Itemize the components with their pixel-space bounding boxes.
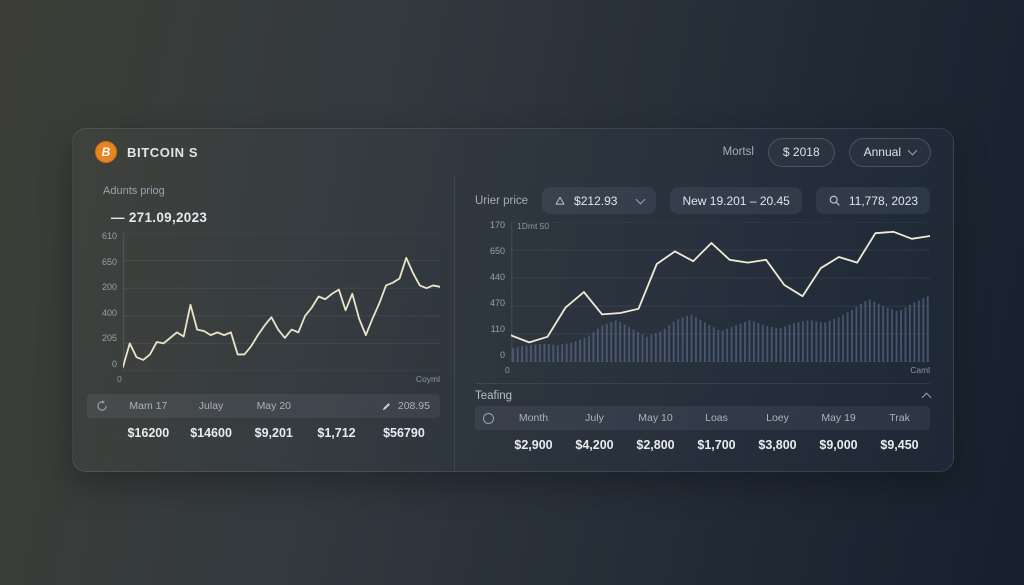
gridlines — [123, 233, 440, 371]
x-end-label: Coyml — [415, 374, 440, 384]
x-start-label: 0 — [117, 374, 122, 384]
period-label: Mortsl — [722, 146, 754, 158]
y-tick-label: 205 — [101, 333, 117, 344]
left-table: Mam 17 Julay May 20 208.95 $16200 $14600 — [87, 394, 440, 448]
bitcoin-dashboard-card: B BITCOIN S Mortsl $ 2018 Annual Adunts … — [72, 128, 954, 472]
range-value: New 19.201 – 20.45 — [682, 193, 790, 208]
range-chip[interactable]: New 19.201 – 20.45 — [670, 187, 802, 214]
left-panel: Adunts priog — 271.09,2023 610 650 200 4… — [73, 175, 454, 471]
y-tick-label: 650 — [101, 256, 117, 267]
price-line — [511, 232, 930, 343]
right-chart-area: 1Dmt 50 — [511, 221, 930, 362]
y-tick-label: 470 — [489, 298, 505, 308]
left-table-col-header[interactable]: May 20 — [256, 400, 291, 412]
table-value: $1,700 — [697, 438, 736, 452]
card-body: Adunts priog — 271.09,2023 610 650 200 4… — [73, 175, 953, 471]
table-value: $3,800 — [758, 438, 797, 452]
chevron-down-icon — [907, 145, 918, 156]
card-header: B BITCOIN S Mortsl $ 2018 Annual — [73, 129, 953, 175]
right-chart-x-axis: 0 Caml — [505, 365, 930, 375]
table-value: $4,200 — [575, 438, 614, 452]
date-search-chip[interactable]: 11,778, 2023 — [815, 187, 931, 214]
y-tick-label: 200 — [101, 282, 117, 293]
right-table-col-header[interactable]: Loey — [766, 412, 789, 424]
price-line — [123, 258, 440, 367]
right-table-col-header[interactable]: Month — [518, 412, 549, 424]
right-chart-y-axis: 170 650 440 470 110 0 — [475, 220, 511, 362]
left-panel-value: — 271.09,2023 — [111, 210, 208, 225]
right-table-col-header[interactable]: Loas — [705, 412, 728, 424]
volume-bars — [512, 296, 929, 362]
adults-price-line-chart — [123, 233, 440, 371]
left-panel-title: Adunts priog — [103, 185, 165, 197]
y-tick-label: 170 — [489, 220, 505, 230]
x-end-label: Caml — [910, 365, 931, 375]
left-table-edit-value[interactable]: 208.95 — [368, 400, 440, 412]
y-tick-label: 400 — [101, 307, 117, 318]
chevron-down-icon — [635, 194, 646, 204]
right-table-col-header[interactable]: May 10 — [638, 412, 673, 424]
refresh-icon[interactable] — [87, 400, 117, 412]
year-button-label: $ 2018 — [782, 145, 820, 159]
chevron-up-icon — [921, 392, 932, 403]
price-dropdown[interactable]: $212.93 — [542, 187, 657, 214]
bitcoin-icon: B — [95, 141, 117, 163]
search-icon — [829, 195, 840, 206]
year-button[interactable]: $ 2018 — [767, 137, 835, 167]
price-volume-chart — [511, 222, 930, 362]
right-table-col-header[interactable]: Trak — [889, 412, 910, 424]
right-table-col-header[interactable]: July — [585, 412, 604, 424]
table-value: $2,800 — [636, 438, 675, 452]
table-value: $9,450 — [880, 438, 919, 452]
y-tick-label: 0 — [111, 358, 117, 369]
price-value: $212.93 — [574, 193, 618, 208]
pencil-icon — [382, 402, 390, 410]
left-chart-x-axis: 0 Coyml — [117, 374, 440, 384]
table-value: $56790 — [383, 426, 425, 440]
y-tick-label: 0 — [499, 350, 505, 360]
annual-dropdown[interactable]: Annual — [848, 137, 931, 167]
left-table-values: $16200 $14600 $9,201 $1,712 $56790 — [87, 418, 440, 448]
alert-icon — [555, 196, 565, 205]
left-chart-y-axis: 610 650 200 400 205 0 — [87, 231, 123, 371]
left-table-col-header[interactable]: Julay — [198, 400, 224, 412]
right-table: Month July May 10 Loas Loey May 19 Trak … — [475, 406, 931, 460]
table-value: $1,712 — [317, 426, 356, 440]
teafing-label: Teafing — [475, 390, 513, 402]
table-value: $16200 — [127, 426, 170, 440]
header-controls: Mortsl $ 2018 Annual — [722, 137, 931, 167]
left-chart-block: 610 650 200 400 205 0 — [87, 231, 440, 371]
right-table-header: Month July May 10 Loas Loey May 19 Trak — [475, 406, 931, 430]
logo-text: BITCOIN S — [127, 144, 199, 160]
right-table-col-header[interactable]: May 19 — [821, 412, 856, 424]
y-tick-label: 650 — [489, 246, 505, 256]
table-value: $9,201 — [254, 426, 293, 440]
y-tick-label: 610 — [101, 231, 117, 241]
gridlines — [511, 222, 930, 362]
right-panel: Urier price $212.93 New 19.201 – 20.45 — [454, 175, 954, 471]
y-tick-label: 110 — [490, 324, 505, 334]
edit-value-label: 208.95 — [397, 400, 430, 412]
teafing-section-header[interactable]: Teafing — [475, 383, 932, 403]
annual-dropdown-label: Annual — [863, 145, 901, 159]
right-table-values: $2,900 $4,200 $2,800 $1,700 $3,800 $9,00… — [475, 430, 930, 460]
right-chart-block: 170 650 440 470 110 0 1Dmt 50 — [475, 220, 930, 362]
chart-top-label: 1Dmt 50 — [517, 221, 550, 231]
left-table-col-header[interactable]: Mam 17 — [129, 400, 168, 412]
y-tick-label: 440 — [489, 272, 505, 282]
date-value: 11,778, 2023 — [848, 193, 919, 208]
left-table-header: Mam 17 Julay May 20 208.95 — [87, 394, 440, 418]
table-value: $14600 — [190, 426, 232, 440]
x-start-label: 0 — [505, 365, 510, 375]
table-value: $2,900 — [514, 438, 553, 452]
right-panel-header: Urier price $212.93 New 19.201 – 20.45 — [475, 187, 931, 214]
table-value: $9,000 — [819, 438, 858, 452]
left-chart-area — [123, 233, 440, 371]
logo: B BITCOIN S — [95, 141, 198, 163]
price-label: Urier price — [475, 194, 529, 207]
ring-icon[interactable] — [483, 412, 494, 424]
